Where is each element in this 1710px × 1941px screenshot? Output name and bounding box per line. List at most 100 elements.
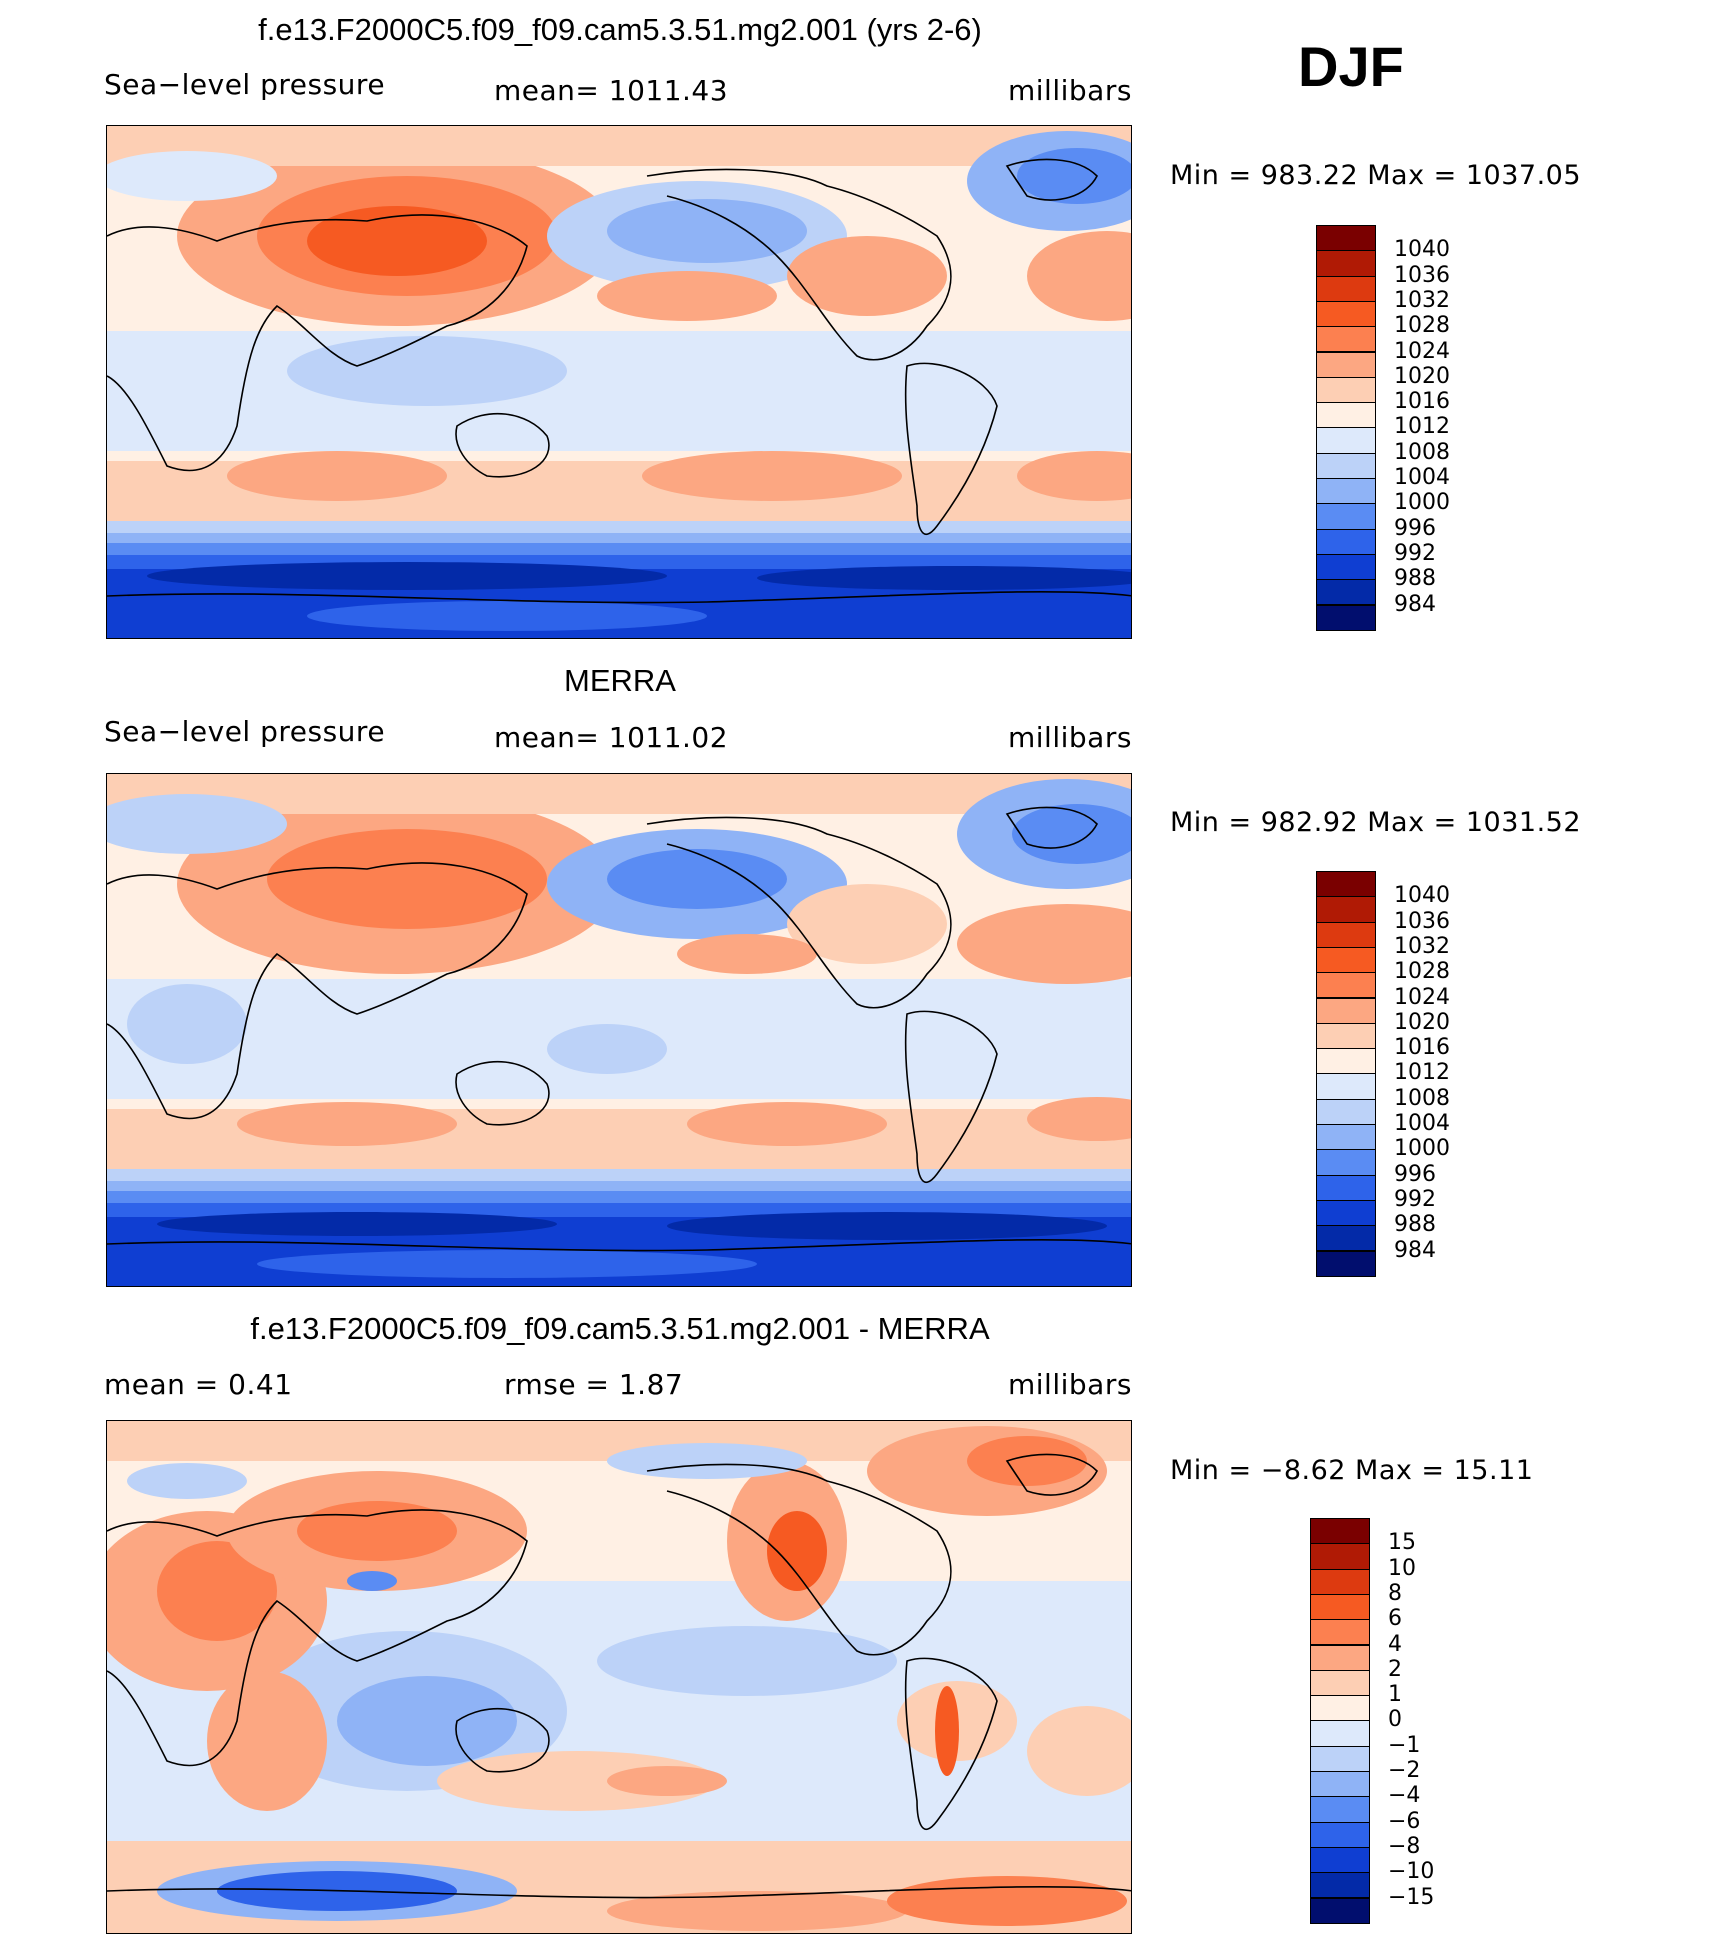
colorbar-swatch xyxy=(1310,1543,1370,1570)
colorbar-swatch xyxy=(1316,1225,1376,1252)
colorbar-label: 1012 xyxy=(1394,1060,1450,1086)
colorbar-swatch xyxy=(1316,604,1376,631)
colorbar-label: 1016 xyxy=(1394,389,1450,415)
map-plot xyxy=(106,125,1132,639)
colorbar-swatch xyxy=(1316,579,1376,606)
colorbar-label: 1020 xyxy=(1394,1009,1450,1035)
colorbar-swatch xyxy=(1316,250,1376,277)
colorbar-label: −1 xyxy=(1388,1732,1421,1758)
variable-label: Sea−level pressure xyxy=(104,715,386,748)
colorbar-label: 996 xyxy=(1394,1161,1436,1187)
colorbar-swatch xyxy=(1310,1518,1370,1545)
colorbar-swatch xyxy=(1316,946,1376,974)
colorbar-label: 1036 xyxy=(1394,908,1450,934)
map-plot xyxy=(106,773,1132,1287)
colorbar-label: −8 xyxy=(1388,1833,1421,1859)
colorbar-swatch xyxy=(1316,1022,1376,1050)
colorbar-swatch xyxy=(1316,528,1376,555)
colorbar-label: 1032 xyxy=(1394,287,1450,313)
season-label: DJF xyxy=(1298,35,1404,98)
colorbar-swatch xyxy=(1316,1098,1376,1125)
colorbar-label: −6 xyxy=(1388,1808,1421,1834)
panel-title: f.e13.F2000C5.f09_f09.cam5.3.51.mg2.001 … xyxy=(258,12,982,47)
colorbar-swatch xyxy=(1310,1796,1370,1823)
colorbar-label: 1000 xyxy=(1394,1136,1450,1162)
colorbar-swatch xyxy=(1310,1593,1370,1621)
colorbar-swatch xyxy=(1310,1846,1370,1874)
colorbar-label: 1000 xyxy=(1394,490,1450,516)
colorbar-label: 1016 xyxy=(1394,1035,1450,1061)
colorbar-label: 1040 xyxy=(1394,237,1450,263)
colorbar-swatch xyxy=(1310,1619,1370,1646)
colorbar-swatch xyxy=(1316,402,1376,429)
colorbar-swatch xyxy=(1316,1048,1376,1075)
colorbar-label: 1028 xyxy=(1394,313,1450,339)
colorbar-swatch xyxy=(1310,1771,1370,1798)
colorbar-swatch xyxy=(1310,1720,1370,1747)
units-label: millibars xyxy=(1008,721,1132,754)
colorbar-swatch xyxy=(1316,351,1376,378)
colorbar-swatch xyxy=(1316,376,1376,404)
colorbar-label: 1012 xyxy=(1394,414,1450,440)
mean-label: mean = 0.41 xyxy=(104,1368,293,1401)
colorbar-swatch xyxy=(1316,1174,1376,1201)
colorbar-label: 992 xyxy=(1394,1186,1436,1212)
colorbar-swatch xyxy=(1316,1250,1376,1277)
colorbar-swatch xyxy=(1316,921,1376,948)
panel-title: f.e13.F2000C5.f09_f09.cam5.3.51.mg2.001 … xyxy=(250,1311,990,1346)
colorbar-label: −4 xyxy=(1388,1783,1421,1809)
colorbar-label: 1008 xyxy=(1394,439,1450,465)
colorbar-swatch xyxy=(1316,997,1376,1024)
colorbar-swatch xyxy=(1316,1199,1376,1227)
colorbar-swatch xyxy=(1310,1745,1370,1772)
mean-label: mean= 1011.43 xyxy=(494,74,729,107)
colorbar-label: 1040 xyxy=(1394,883,1450,909)
colorbar-label: 15 xyxy=(1388,1530,1416,1556)
colorbar-swatch xyxy=(1316,427,1376,454)
colorbar-label: 1028 xyxy=(1394,959,1450,985)
colorbar-label: 10 xyxy=(1388,1555,1416,1581)
colorbar-swatch xyxy=(1310,1669,1370,1697)
colorbar-label: 1032 xyxy=(1394,933,1450,959)
units-label: millibars xyxy=(1008,1368,1132,1401)
map-plot xyxy=(106,1420,1132,1934)
colorbar-swatch xyxy=(1310,1644,1370,1671)
colorbar-swatch xyxy=(1316,972,1376,999)
colorbar-swatch xyxy=(1316,553,1376,581)
colorbar-swatch xyxy=(1316,275,1376,302)
colorbar-swatch xyxy=(1316,1149,1376,1176)
panel-title: MERRA xyxy=(564,663,676,698)
colorbar-swatch xyxy=(1316,896,1376,923)
colorbar-label: 1004 xyxy=(1394,465,1450,490)
mean-label: mean= 1011.02 xyxy=(494,721,729,754)
colorbar-swatch xyxy=(1310,1821,1370,1848)
colorbar-label: 984 xyxy=(1394,591,1436,617)
colorbar-swatch xyxy=(1316,871,1376,898)
colorbar-swatch xyxy=(1310,1897,1370,1924)
colorbar-label: 1024 xyxy=(1394,984,1450,1010)
colorbar-swatch xyxy=(1310,1695,1370,1722)
min-max-label: Min = 983.22 Max = 1037.05 xyxy=(1170,160,1582,191)
colorbar-label: 6 xyxy=(1388,1606,1402,1632)
colorbar-label: 1020 xyxy=(1394,363,1450,389)
colorbar-label: −2 xyxy=(1388,1758,1421,1783)
colorbar-label: 992 xyxy=(1394,540,1436,566)
colorbar-label: 1036 xyxy=(1394,262,1450,288)
colorbar-label: 996 xyxy=(1394,515,1436,541)
colorbar-label: 4 xyxy=(1388,1631,1402,1657)
colorbar-swatch xyxy=(1316,478,1376,505)
rmse-label: rmse = 1.87 xyxy=(504,1368,684,1401)
colorbar-label: −15 xyxy=(1388,1884,1435,1910)
colorbar-label: 984 xyxy=(1394,1237,1436,1263)
colorbar-swatch xyxy=(1310,1568,1370,1595)
colorbar-label: 988 xyxy=(1394,566,1436,592)
colorbar-label: 0 xyxy=(1388,1707,1402,1733)
colorbar-label: 2 xyxy=(1388,1656,1402,1682)
colorbar-swatch xyxy=(1310,1872,1370,1899)
colorbar-swatch xyxy=(1316,503,1376,530)
colorbar-swatch xyxy=(1316,326,1376,353)
colorbar-label: 1004 xyxy=(1394,1111,1450,1136)
colorbar-label: 1024 xyxy=(1394,338,1450,364)
colorbar-swatch xyxy=(1316,1073,1376,1100)
colorbar-swatch xyxy=(1316,1124,1376,1151)
